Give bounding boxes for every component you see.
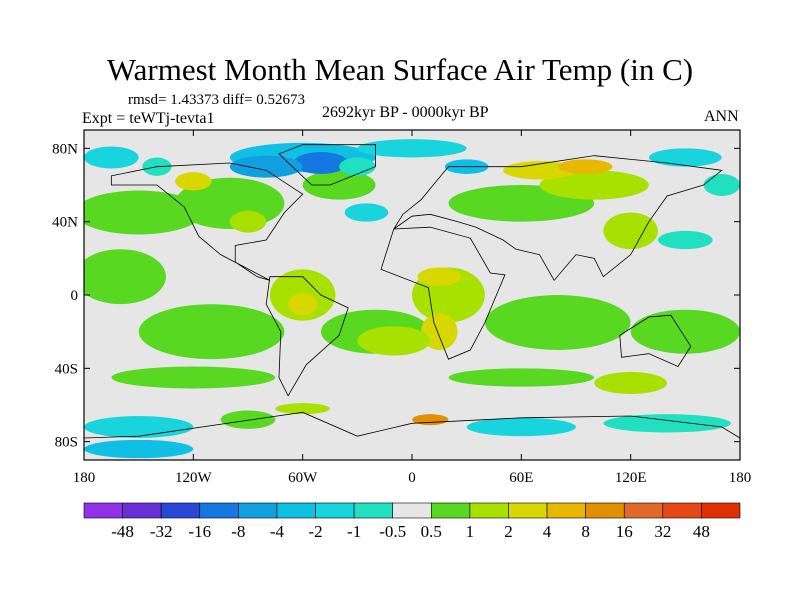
colorbar-box	[276, 502, 316, 519]
anomaly-patch	[421, 313, 458, 350]
anomaly-patch	[293, 152, 349, 174]
colorbar-label: 0.5	[421, 522, 442, 541]
anomaly-patch	[466, 417, 576, 437]
anomaly-patch	[302, 170, 376, 200]
plot-title: Warmest Month Mean Surface Air Temp (in …	[106, 52, 694, 87]
anomaly-patch	[229, 210, 267, 233]
lon-tick-label: 60W	[288, 470, 318, 486]
lon-tick-label: 180	[73, 470, 96, 486]
colorbar-box	[353, 502, 394, 519]
colorbar-label: -4	[270, 522, 285, 541]
coastline	[380, 226, 506, 360]
colorbar-label: -0.5	[379, 522, 406, 541]
coastline	[393, 155, 723, 282]
anomaly-patch	[229, 155, 303, 178]
colorbar-box	[623, 502, 664, 519]
anomaly-patch	[84, 416, 194, 438]
colorbar-box	[315, 502, 355, 519]
anomaly-patch	[557, 159, 613, 174]
colorbar-box	[199, 502, 239, 519]
lon-tick-label: 60E	[509, 470, 533, 486]
colorbar-box	[701, 502, 741, 519]
colorbar-box	[469, 502, 509, 519]
colorbar-box	[238, 502, 278, 519]
colorbar-label: 8	[581, 522, 590, 541]
period-label: 2692kyr BP - 0000kyr BP	[322, 104, 489, 121]
field-layer	[84, 139, 740, 460]
anomaly-patch	[412, 414, 449, 426]
colorbar-box	[83, 502, 123, 519]
anomaly-patch	[503, 161, 576, 180]
anomaly-patch	[138, 304, 285, 360]
colorbar-label: -1	[347, 522, 361, 541]
experiment-label: Expt = teWTj-tevta1	[82, 110, 215, 127]
coastline	[110, 162, 304, 281]
anomaly-patch	[339, 157, 376, 176]
colorbar-label: 2	[504, 522, 513, 541]
anomaly-patch	[275, 403, 330, 415]
coastline	[84, 411, 740, 460]
colorbar-label: 48	[693, 522, 710, 541]
colorbar-box	[160, 502, 201, 519]
colorbar-label: -8	[231, 522, 245, 541]
anomaly-patch	[484, 295, 631, 350]
colorbar-label: -32	[150, 522, 173, 541]
anomaly-patch	[603, 414, 731, 433]
anomaly-patch	[539, 170, 649, 200]
anomaly-patch	[111, 366, 276, 389]
colorbar-label: 32	[654, 522, 671, 541]
anomaly-patch	[658, 230, 713, 250]
season-label: ANN	[704, 108, 739, 125]
colorbar-label: 1	[466, 522, 475, 541]
stats-label: rmsd= 1.43373 diff= 0.52673	[128, 92, 306, 108]
lat-tick-label: 40S	[55, 361, 78, 377]
anomaly-patch	[84, 146, 139, 169]
anomaly-patch	[630, 309, 740, 354]
colorbar-label: -16	[188, 522, 211, 541]
anomaly-patch	[175, 172, 212, 191]
anomaly-patch	[84, 249, 166, 305]
anomaly-patch	[594, 372, 668, 394]
colorbar-box	[585, 502, 625, 519]
coastline	[619, 314, 692, 368]
colorbar-box	[392, 502, 432, 519]
anomaly-patch	[344, 203, 389, 222]
colorbar-box	[430, 502, 471, 519]
coastline	[278, 144, 376, 186]
colorbar-box	[508, 502, 548, 519]
lat-tick-label: 80N	[52, 141, 78, 157]
anomaly-patch	[703, 174, 740, 196]
anomaly-patch	[417, 267, 462, 286]
lon-tick-label: 180	[729, 470, 752, 486]
lon-tick-label: 120W	[175, 470, 213, 486]
anomaly-patch	[357, 139, 467, 158]
lat-tick-label: 0	[71, 288, 79, 304]
anomaly-patch	[357, 326, 431, 356]
colorbar-box	[122, 502, 162, 519]
colorbar-label: 4	[543, 522, 552, 541]
coastline	[265, 276, 349, 397]
anomaly-patch	[603, 212, 658, 250]
anomaly-patch	[220, 410, 276, 429]
anomaly-patch	[288, 293, 318, 316]
lat-tick-label: 80S	[55, 435, 78, 451]
colorbar-box	[546, 502, 586, 519]
colorbar-label: -2	[308, 522, 322, 541]
anomaly-patch	[84, 439, 194, 459]
anomaly-patch	[84, 190, 203, 235]
colorbar-label: 16	[616, 522, 633, 541]
lon-tick-label: 120E	[615, 470, 647, 486]
anomaly-patch	[648, 148, 722, 167]
colorbar-box	[662, 502, 702, 519]
lon-tick-label: 0	[408, 470, 416, 486]
lat-tick-label: 40N	[52, 215, 78, 231]
anomaly-patch	[448, 368, 595, 387]
colorbar-label: -48	[111, 522, 134, 541]
